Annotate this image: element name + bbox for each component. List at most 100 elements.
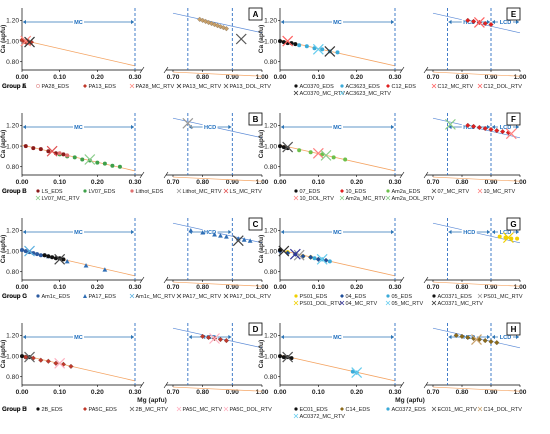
legend-label: AC0370_EDS [300, 84, 335, 90]
legend-label: 05_EDS [392, 294, 413, 300]
point-marker [505, 128, 517, 140]
legend-label: 05_MC_RTV [392, 301, 424, 307]
y-axis-title: Ca (apfu) [258, 235, 265, 264]
legend-item: PS01_MC_RTV [477, 293, 523, 300]
point-marker [278, 144, 282, 149]
arrow-head [131, 19, 134, 25]
x-tick-label: 0.00 [274, 74, 287, 81]
legend-item: AC0372_MC_RTV [293, 413, 346, 420]
point-marker [500, 129, 506, 135]
point-marker [331, 155, 336, 160]
legend-label: AC0372_MC_RTV [300, 414, 346, 420]
x-tick-label: 0.90 [485, 284, 498, 291]
point-marker [24, 245, 35, 257]
point-marker [218, 233, 223, 238]
point-marker [20, 354, 24, 359]
point-marker [200, 230, 206, 235]
point-marker [57, 151, 62, 156]
point-marker [320, 47, 325, 52]
legend-label: AC0371_MC_RTV [438, 301, 484, 307]
legend-label: Am2a_EDS [392, 189, 421, 195]
point-marker [327, 259, 332, 264]
legend-marker [432, 294, 436, 298]
legend-marker [294, 294, 298, 298]
axis-break [399, 66, 429, 74]
legend-marker [340, 189, 344, 193]
legend-label: PA17_MC_RTV [183, 294, 222, 300]
group-label: Group C [2, 293, 27, 300]
panel-h: 0.80 1.00 1.20 0.00 0.10 0.20 0.30 0.70 0.80 0.90… [2, 322, 527, 420]
legend-marker [83, 407, 87, 411]
x-tick-label: 0.70 [427, 284, 440, 291]
y-tick-label: 1.00 [6, 353, 19, 360]
point-marker [83, 263, 89, 268]
panel-d: 0.80 1.00 1.20 0.00 0.10 0.20 0.30 0.70 0.80 0.90… [0, 322, 273, 413]
y-tick-label: 1.00 [6, 248, 19, 255]
legend-label: PS01_MC_RTV [484, 294, 523, 300]
axis-break [139, 381, 169, 389]
point-marker [87, 158, 92, 163]
arrow-head [516, 19, 519, 25]
calcite-trend-line-right [432, 71, 521, 77]
legend-marker [176, 406, 182, 412]
legend-marker [176, 188, 182, 194]
point-marker [488, 126, 494, 133]
arrow-head [131, 229, 134, 235]
legend-item: PA17_EDS [83, 294, 116, 300]
point-marker [282, 351, 294, 363]
arrow-head [448, 229, 452, 235]
point-marker [482, 125, 488, 132]
panel-letter-box [248, 322, 263, 336]
legend-item: Lithot_MC_RTV [176, 188, 222, 195]
legend-item: 10_DOL_RTV [293, 195, 334, 202]
y-tick-label: 0.80 [264, 164, 277, 171]
calcite-trend-line [279, 144, 396, 172]
point-marker [200, 17, 206, 23]
point-marker [45, 358, 51, 364]
y-tick-label: 0.80 [6, 164, 19, 171]
x-tick-label: 0.80 [456, 284, 469, 291]
point-marker [46, 145, 58, 157]
point-marker [502, 232, 514, 244]
point-marker [471, 18, 477, 24]
legend-label: C14_EDS [346, 407, 371, 413]
group-label: Group F [2, 188, 26, 195]
x-tick-label: 0.80 [456, 74, 469, 81]
point-marker [335, 50, 340, 55]
point-marker [46, 254, 51, 259]
point-marker [61, 257, 66, 262]
legend-label: PA5C_DOL_RTV [230, 407, 273, 413]
legend-label: PA28_MC_RTV [136, 84, 175, 90]
y-tick-label: 1.00 [264, 353, 277, 360]
x-tick-label: 0.10 [53, 74, 66, 81]
x-tick-label: 1.00 [514, 284, 527, 291]
point-marker [31, 146, 36, 151]
arrow-head [492, 19, 495, 25]
legend-item: AC0371_EDS [432, 294, 472, 300]
x-tick-label: 0.20 [91, 389, 104, 396]
x-tick-label: 0.00 [16, 284, 29, 291]
arrow-head [281, 124, 284, 130]
point-marker [102, 161, 107, 166]
y-tick-label: 1.20 [6, 333, 19, 340]
point-marker [471, 334, 482, 345]
legend-marker [223, 188, 229, 194]
legend-label: Am1c_MC_RTV [136, 294, 176, 300]
point-marker [465, 334, 471, 341]
legend-marker [129, 293, 135, 299]
legend-item: C14_EDS [340, 407, 370, 413]
point-marker [316, 253, 328, 265]
point-marker [465, 17, 471, 23]
region-label-bg [73, 228, 84, 236]
x-tick-label: 0.70 [427, 74, 440, 81]
legend-marker [431, 188, 437, 194]
arrow-head [131, 124, 134, 130]
x-tick-label: 0.80 [456, 389, 469, 396]
point-marker [110, 163, 115, 168]
legend-marker [176, 83, 182, 89]
legend-label: C12_MC_RTV [438, 84, 474, 90]
panel-letter-box [248, 112, 263, 126]
legend-label: 2B_MC_RTV [136, 407, 169, 413]
region-label: MC [333, 20, 342, 26]
point-marker [23, 249, 28, 254]
